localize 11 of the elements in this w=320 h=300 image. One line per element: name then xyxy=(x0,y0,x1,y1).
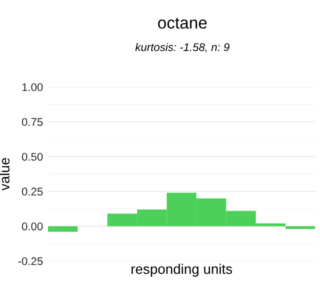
y-tick-label: 1.00 xyxy=(22,83,43,92)
x-axis-title: responding units xyxy=(132,264,232,277)
y-tick-label: 0.00 xyxy=(22,222,43,230)
chart-subtitle: kurtosis: -1.58, n: 9 xyxy=(135,42,230,52)
bar xyxy=(48,226,78,232)
y-tick-label: 0.75 xyxy=(22,118,43,126)
bar xyxy=(286,226,316,229)
y-tick-label: 0.50 xyxy=(22,152,43,161)
y-tick-label: 0.25 xyxy=(22,188,43,196)
chart-title: octane xyxy=(158,18,207,29)
y-tick-label: -0.25 xyxy=(18,257,43,266)
